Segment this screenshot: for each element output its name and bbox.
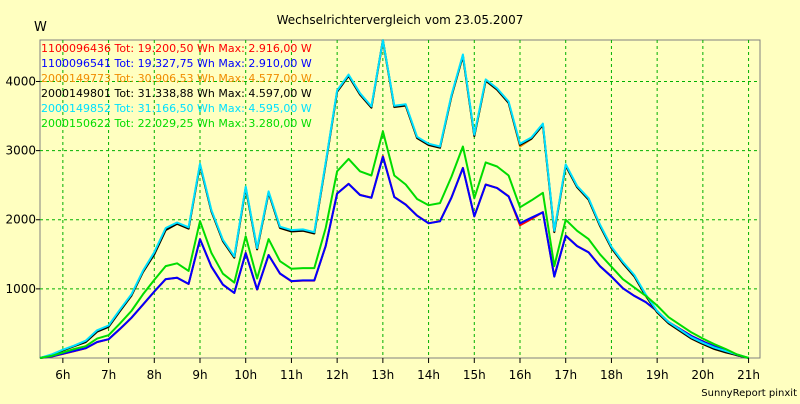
legend-entry-1100096436: 1100096436 Tot: 19.200,50 Wh Max: 2.916,… <box>41 42 312 55</box>
x-tick-label: 15h <box>463 368 486 382</box>
grid <box>40 40 760 358</box>
x-tick-label: 7h <box>101 368 116 382</box>
y-tick-label: 1000 <box>5 282 36 296</box>
x-tick-label: 16h <box>509 368 532 382</box>
series-layer <box>39 39 749 359</box>
y-tick-label: 2000 <box>5 213 36 227</box>
x-tick-label: 11h <box>280 368 303 382</box>
x-tick-label: 21h <box>737 368 760 382</box>
series-line-2000150622 <box>39 130 749 359</box>
x-tick-label: 8h <box>147 368 162 382</box>
y-axis: 1000 2000 3000 4000 <box>5 74 40 296</box>
legend-entry-2000149801: 2000149801 Tot: 31.338,88 Wh Max: 4.597,… <box>41 87 312 100</box>
legend-entry-2000150622: 2000150622 Tot: 22.029,25 Wh Max: 3.280,… <box>41 117 312 130</box>
footer-credit: SunnyReport pinxit <box>701 388 797 399</box>
x-tick-label: 17h <box>554 368 577 382</box>
x-tick-label: 9h <box>192 368 207 382</box>
plot-area <box>39 39 761 359</box>
y-tick-label: 4000 <box>5 74 36 88</box>
x-tick-label: 14h <box>417 368 440 382</box>
y-axis-unit: W <box>34 20 47 35</box>
x-tick-label: 20h <box>691 368 714 382</box>
legend-entry-2000149773: 2000149773 Tot: 30.906,53 Wh Max: 4.577,… <box>41 72 312 85</box>
series-line-2000149852 <box>39 39 749 359</box>
x-tick-label: 10h <box>234 368 257 382</box>
x-tick-label: 18h <box>600 368 623 382</box>
y-tick-label: 3000 <box>5 144 36 158</box>
x-axis: 6h 7h 8h 9h 10h 11h 12h 13h 14h 15h 16h 17h 18h 19h 20… <box>55 358 760 382</box>
series-line-1100096541 <box>39 155 749 359</box>
x-tick-label: 13h <box>371 368 394 382</box>
legend-entry-1100096541: 1100096541 Tot: 19.327,75 Wh Max: 2.910,… <box>41 57 312 70</box>
legend: 1100096436 Tot: 19.200,50 Wh Max: 2.916,… <box>41 42 312 130</box>
chart-title: Wechselrichtervergleich vom 23.05.2007 <box>277 13 524 27</box>
x-tick-label: 6h <box>55 368 70 382</box>
legend-entry-2000149852: 2000149852 Tot: 31.166,50 Wh Max: 4.595,… <box>41 102 312 115</box>
x-tick-label: 12h <box>326 368 349 382</box>
x-tick-label: 19h <box>646 368 669 382</box>
